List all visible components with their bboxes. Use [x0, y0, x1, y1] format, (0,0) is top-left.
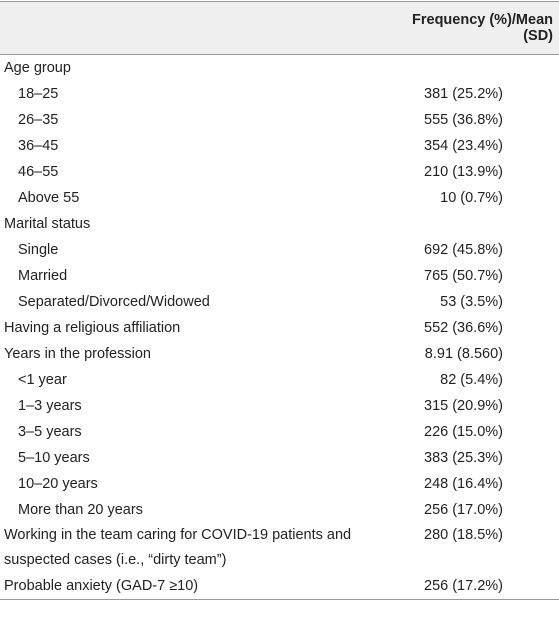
row-label: 10–20 years: [18, 476, 98, 492]
table-row: 26–35 555 (36.8%): [0, 107, 559, 133]
row-value: 552 (36.6%): [424, 320, 503, 336]
row-value: 256 (17.2%): [424, 578, 503, 594]
row-value: 248 (16.4%): [424, 476, 503, 492]
table-row: Separated/Divorced/Widowed 53 (3.5%): [0, 289, 559, 315]
row-value: 210 (13.9%): [424, 164, 503, 180]
row-label: 36–45: [18, 138, 59, 154]
table-row: 5–10 years 383 (25.3%): [0, 445, 559, 471]
row-label: Above 55: [18, 190, 80, 206]
header-row: Frequency (%)/Mean (SD): [0, 1, 559, 55]
value-header: Frequency (%)/Mean (SD): [412, 12, 553, 44]
row-value: 82 (5.4%): [440, 372, 503, 388]
row-label: More than 20 years: [18, 502, 143, 518]
table-row: 10–20 years 248 (16.4%): [0, 471, 559, 497]
row-value: 315 (20.9%): [424, 398, 503, 414]
row-label: Single: [18, 242, 59, 258]
table-row: 18–25 381 (25.2%): [0, 81, 559, 107]
row-label: Married: [18, 268, 68, 284]
table-row: Married 765 (50.7%): [0, 263, 559, 289]
table-row: <1 year 82 (5.4%): [0, 367, 559, 393]
row-value: 381 (25.2%): [424, 86, 503, 102]
row-value: 765 (50.7%): [424, 268, 503, 284]
row-label: Separated/Divorced/Widowed: [18, 294, 210, 310]
row-value: 383 (25.3%): [424, 450, 503, 466]
row-value: 226 (15.0%): [424, 424, 503, 440]
row-value: 256 (17.0%): [424, 502, 503, 518]
row-label: Years in the profession: [4, 346, 151, 362]
table-row: Single 692 (45.8%): [0, 237, 559, 263]
row-value: 692 (45.8%): [424, 242, 503, 258]
row-label: 5–10 years: [18, 450, 90, 466]
row-value: 53 (3.5%): [440, 294, 503, 310]
row-value: 8.91 (8.560): [424, 346, 503, 362]
row-value: [398, 211, 559, 237]
table-row: Probable anxiety (GAD-7 ≥10) 256 (17.2%): [0, 573, 559, 600]
row-label: Working in the team caring for COVID-19 …: [4, 527, 352, 568]
row-value: 10 (0.7%): [440, 190, 503, 206]
table-row: 36–45 354 (23.4%): [0, 133, 559, 159]
table-row: 3–5 years 226 (15.0%): [0, 419, 559, 445]
row-value: [398, 55, 559, 82]
row-label: 3–5 years: [18, 424, 82, 440]
table-row: Working in the team caring for COVID-19 …: [0, 523, 559, 573]
row-value: 555 (36.8%): [424, 112, 503, 128]
table-row: Marital status: [0, 211, 559, 237]
row-value: 354 (23.4%): [424, 138, 503, 154]
table-row: Age group: [0, 55, 559, 82]
row-label: Marital status: [4, 216, 91, 232]
table-row: Having a religious affiliation 552 (36.6%…: [0, 315, 559, 341]
table-header: Frequency (%)/Mean (SD): [0, 1, 559, 55]
row-label: 46–55: [18, 164, 59, 180]
data-table: Frequency (%)/Mean (SD) Age group 18–25 38…: [0, 1, 559, 600]
row-label: 1–3 years: [18, 398, 82, 414]
row-label: Probable anxiety (GAD-7 ≥10): [4, 578, 199, 594]
table-row: Years in the profession 8.91 (8.560): [0, 341, 559, 367]
table-row: More than 20 years 256 (17.0%): [0, 497, 559, 523]
row-label: 26–35: [18, 112, 59, 128]
table-body: Age group 18–25 381 (25.2%) 26–35 555 (36.8%…: [0, 55, 559, 600]
row-label: Having a religious affiliation: [4, 320, 181, 336]
row-value: 280 (18.5%): [424, 527, 503, 543]
table-row: 46–55 210 (13.9%): [0, 159, 559, 185]
table-row: Above 55 10 (0.7%): [0, 185, 559, 211]
table-row: 1–3 years 315 (20.9%): [0, 393, 559, 419]
row-label: <1 year: [18, 372, 67, 388]
row-label: 18–25: [18, 86, 59, 102]
row-label: Age group: [4, 60, 71, 76]
label-header: [0, 2, 398, 55]
